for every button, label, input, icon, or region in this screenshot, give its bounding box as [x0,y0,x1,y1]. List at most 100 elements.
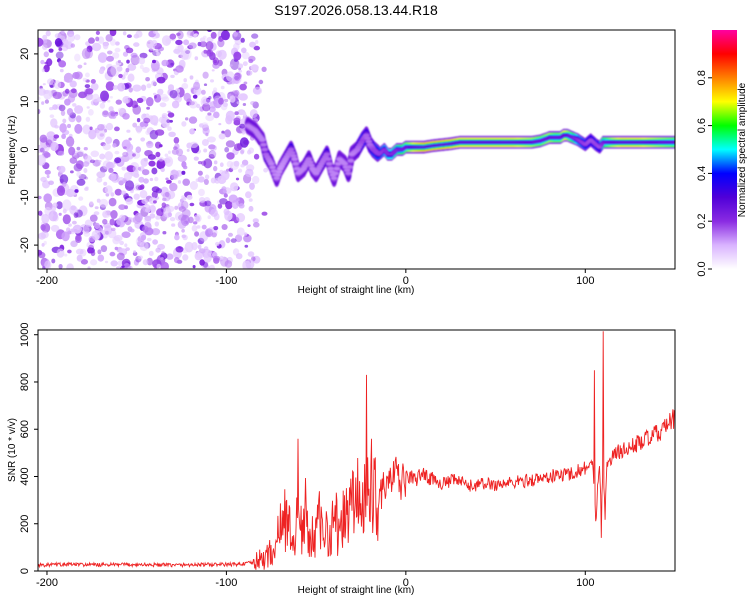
noise-speckle [218,97,224,105]
noise-speckle [177,220,187,229]
noise-speckle [62,38,69,45]
ridge-blob [287,147,295,152]
noise-speckle [99,102,106,109]
noise-speckle [132,165,138,172]
spectrogram-noise-region [38,30,268,269]
noise-speckle [72,103,77,107]
noise-speckle [220,85,225,90]
ridge-blob [259,138,266,142]
noise-speckle [125,198,134,205]
noise-speckle [137,166,141,171]
colorbar-tick-label: 0.0 [696,261,708,276]
noise-speckle [85,116,91,122]
noise-speckle [188,42,197,49]
noise-speckle [92,42,102,52]
noise-speckle [97,249,102,255]
noise-speckle [248,198,253,202]
noise-speckle [140,158,148,167]
noise-speckle [142,67,150,73]
noise-speckle [97,36,105,44]
noise-speckle [245,259,255,269]
noise-speckle [108,197,117,207]
noise-speckle [67,249,72,254]
noise-speckle [142,169,150,176]
noise-speckle [204,200,212,207]
noise-speckle [233,117,241,124]
noise-speckle [182,196,187,201]
noise-speckle [88,109,94,116]
noise-speckle [238,203,245,209]
noise-speckle [186,30,195,39]
noise-speckle [74,105,84,114]
noise-speckle [52,104,58,110]
noise-speckle [46,174,50,179]
noise-speckle [68,146,76,156]
noise-speckle [252,101,259,109]
noise-speckle [235,177,240,181]
noise-speckle [171,169,176,175]
noise-speckle [153,200,157,204]
noise-speckle [238,93,248,101]
noise-speckle [223,193,228,198]
noise-speckle [77,64,83,69]
noise-speckle [182,48,192,60]
spectrogram-y-tick-label: -10 [19,189,31,205]
noise-speckle [165,191,170,198]
noise-speckle [141,84,147,91]
noise-speckle [143,117,151,124]
ridge-blob [364,136,371,140]
noise-speckle [103,181,108,186]
noise-speckle [160,167,165,173]
noise-speckle [203,252,212,263]
noise-speckle [138,57,146,65]
noise-speckle [43,64,50,73]
noise-speckle [121,166,127,171]
noise-speckle [102,211,108,218]
noise-speckle [166,253,174,260]
snr-x-axis-label: Height of straight line (km) [298,585,415,596]
noise-speckle [105,230,109,235]
noise-speckle [49,114,55,118]
noise-speckle [117,59,122,64]
noise-speckle [133,193,140,200]
noise-speckle [155,156,159,160]
noise-speckle [189,128,196,135]
ridge-blob [356,143,364,147]
noise-speckle [54,33,62,39]
noise-speckle [106,66,117,77]
noise-speckle [156,52,161,57]
noise-speckle [119,240,124,246]
noise-speckle [85,88,94,95]
noise-speckle [115,99,123,105]
ridge-blob [277,167,284,171]
noise-speckle [139,121,145,128]
noise-speckle [197,244,202,250]
noise-speckle [143,178,149,184]
noise-speckle [48,180,54,186]
noise-speckle [140,234,147,241]
noise-speckle [208,96,212,100]
colorbar-tick-label: 0.6 [696,118,708,133]
noise-speckle [118,204,126,211]
colorbar-tick-label: 0.4 [696,166,708,181]
snr-y-tick-label: 400 [19,467,31,485]
noise-speckle [217,38,225,48]
noise-speckle [122,51,129,57]
noise-speckle [221,130,225,134]
noise-speckle [241,130,246,135]
noise-speckle [138,255,143,260]
noise-speckle [110,112,116,117]
noise-speckle [44,99,50,104]
noise-speckle [90,150,100,158]
noise-speckle [67,94,76,103]
noise-speckle [81,48,91,60]
noise-speckle [70,170,74,174]
noise-speckle [90,79,96,84]
noise-speckle [136,127,142,134]
noise-speckle [133,172,140,178]
noise-speckle [112,52,120,59]
noise-speckle [69,80,77,88]
noise-speckle [111,227,116,232]
noise-speckle [94,206,99,210]
noise-speckle [39,147,45,153]
